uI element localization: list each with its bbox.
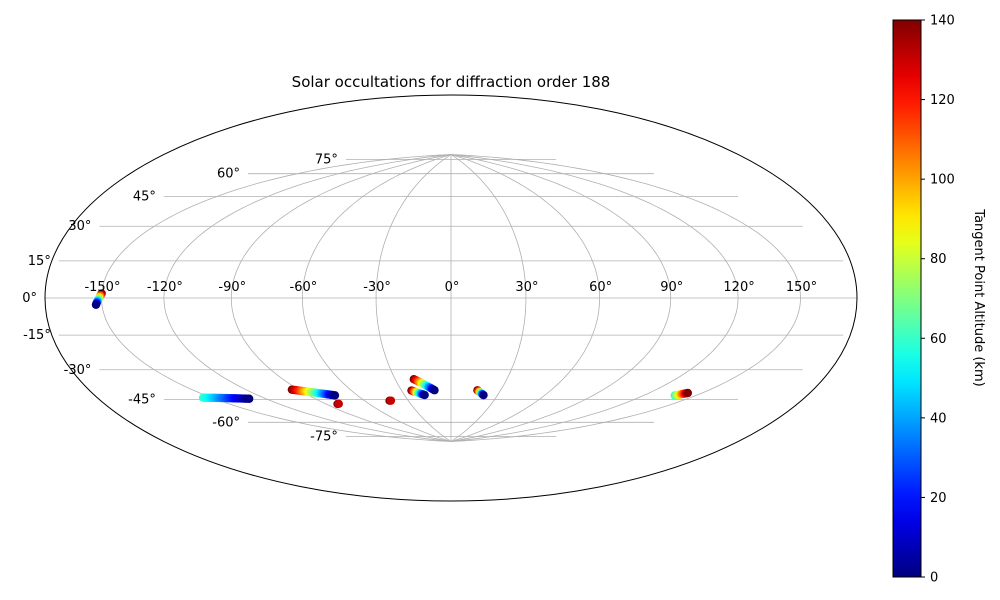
colorbar-label: Tangent Point Altitude (km) [971,208,986,386]
data-points [91,289,693,409]
data-point [420,390,429,400]
longitude-tick-label: 120° [723,280,754,295]
colorbar-tick-label: 60 [930,332,947,347]
data-point [245,394,254,403]
colorbar-tick-label: 140 [930,14,955,29]
data-point [334,399,343,409]
latitude-tick-label: -15° [23,328,51,343]
data-point [91,300,101,309]
map-outline [44,94,858,502]
colorbar [892,19,922,578]
longitude-tick-label: 60° [589,280,612,295]
latitude-tick-label: 15° [28,254,51,269]
longitude-tick-label: -60° [290,280,318,295]
data-point [330,391,340,400]
latitude-tick-label: -45° [128,393,156,408]
latitude-tick-label: -60° [212,415,240,430]
longitude-tick-label: 30° [515,280,538,295]
longitude-tick-label: -150° [84,280,120,295]
chart-title: Solar occultations for diffraction order… [292,73,611,91]
data-point [683,388,693,398]
longitude-tick-label: -30° [363,280,391,295]
latitude-tick-label: 75° [315,152,338,167]
colorbar-tick-label: 100 [930,173,955,188]
colorbar-tick-label: 0 [930,571,938,586]
colorbar-tick-label: 40 [930,411,947,426]
data-point [479,390,488,400]
latitude-tick-label: -30° [64,363,92,378]
colorbar-tick-label: 120 [930,93,955,108]
longitude-labels: -150° -120° -90° -60° -30° 0° 30° 60° 90° 120° 150… [84,280,817,295]
map-grid [45,154,857,442]
latitude-tick-label: 45° [133,190,156,205]
longitude-tick-label: -120° [147,280,183,295]
latitude-tick-label: -75° [310,430,338,445]
latitude-labels: -75° -60° -45° -30° -15° 0° 15° 30° 45° 60° 75° [22,152,338,444]
colorbar-ticks: 0 20 40 60 80 100 120 140 [921,14,955,586]
longitude-tick-label: 150° [786,280,817,295]
longitude-tick-label: -90° [218,280,246,295]
colorbar-tick-label: 20 [930,491,947,506]
colorbar-tick-label: 80 [930,252,947,267]
longitude-tick-label: 0° [445,280,460,295]
latitude-tick-label: 60° [217,167,240,182]
data-point [430,386,439,395]
latitude-tick-label: 0° [22,291,37,306]
data-point [386,396,396,405]
latitude-tick-label: 30° [68,219,91,234]
longitude-tick-label: 90° [660,280,683,295]
